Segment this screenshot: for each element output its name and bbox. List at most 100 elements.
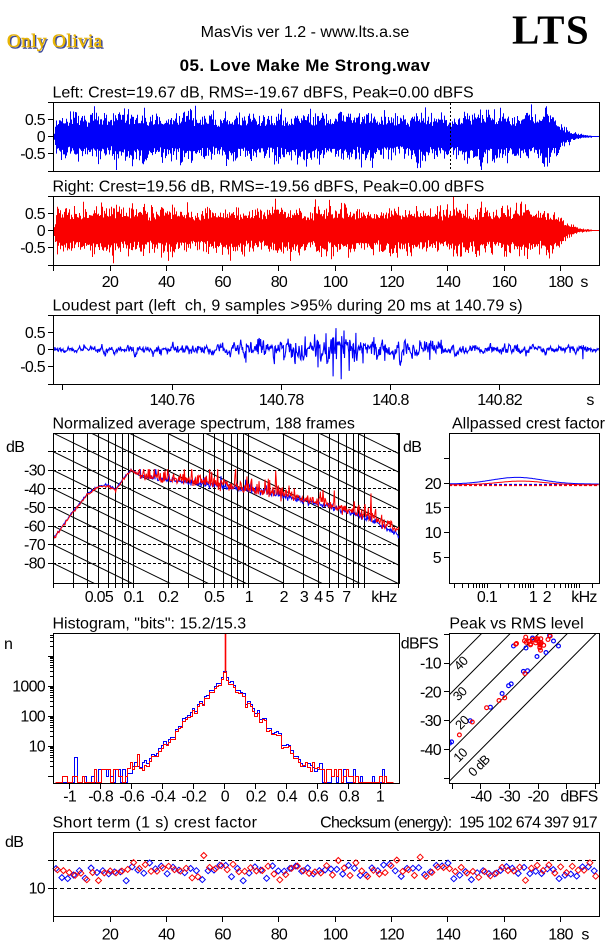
svg-text:Peak vs RMS level: Peak vs RMS level [449, 616, 583, 633]
svg-text:180: 180 [548, 274, 573, 291]
svg-text:-20: -20 [528, 789, 550, 806]
svg-text:Left: Crest=19.67 dB, RMS=-19.: Left: Crest=19.67 dB, RMS=-19.67 dBFS, P… [53, 85, 474, 102]
svg-text:20: 20 [102, 927, 119, 944]
svg-text:0.8: 0.8 [339, 789, 360, 806]
svg-text:Right: Crest=19.56 dB, RMS=-19: Right: Crest=19.56 dB, RMS=-19.56 dBFS, … [53, 179, 485, 196]
svg-text:Allpassed crest factor: Allpassed crest factor [452, 416, 606, 433]
svg-text:Checksum (energy): 195 102 67: Checksum (energy): 195 102 674 397 917 [320, 815, 598, 832]
svg-text:0.5: 0.5 [204, 589, 225, 606]
svg-text:-0.5: -0.5 [20, 240, 46, 257]
svg-text:100: 100 [20, 709, 45, 726]
svg-text:n: n [4, 636, 12, 653]
svg-text:-40: -40 [470, 789, 492, 806]
svg-text:-50: -50 [24, 500, 46, 517]
svg-text:0.1: 0.1 [477, 589, 498, 606]
svg-text:60: 60 [214, 274, 231, 291]
svg-text:Normalized average spectrum, 1: Normalized average spectrum, 188 frames [53, 416, 355, 433]
svg-text:80: 80 [271, 274, 288, 291]
svg-text:140: 140 [436, 927, 461, 944]
svg-text:0.05: 0.05 [85, 589, 114, 606]
svg-text:10: 10 [29, 739, 46, 756]
svg-text:Loudest part (left ch, 9 samp: Loudest part (left ch, 9 samples >95% du… [53, 298, 523, 315]
svg-text:1: 1 [529, 589, 538, 606]
svg-text:0.5: 0.5 [25, 206, 46, 223]
svg-text:dB: dB [403, 439, 421, 456]
svg-text:dBFS: dBFS [560, 789, 597, 806]
svg-text:60: 60 [214, 927, 231, 944]
svg-text:80: 80 [271, 927, 288, 944]
svg-text:s: s [586, 392, 594, 409]
svg-text:0: 0 [221, 789, 230, 806]
svg-text:160: 160 [492, 274, 517, 291]
svg-text:s: s [580, 274, 588, 291]
svg-text:kHz: kHz [571, 589, 597, 606]
svg-text:1000: 1000 [12, 679, 46, 696]
svg-text:5: 5 [325, 589, 334, 606]
svg-text:Histogram, "bits": 15.2/15.3: Histogram, "bits": 15.2/15.3 [53, 616, 247, 633]
svg-text:15: 15 [425, 501, 442, 518]
svg-text:160: 160 [492, 927, 517, 944]
svg-text:10: 10 [425, 525, 442, 542]
svg-text:10: 10 [29, 881, 46, 898]
svg-text:0: 0 [37, 223, 46, 240]
svg-text:dBFS: dBFS [401, 636, 438, 653]
svg-text:-0.5: -0.5 [20, 359, 46, 376]
svg-text:140.82: 140.82 [477, 392, 523, 409]
svg-text:1: 1 [376, 789, 385, 806]
svg-text:120: 120 [379, 927, 404, 944]
svg-text:5: 5 [433, 550, 442, 567]
svg-text:-60: -60 [24, 519, 46, 536]
svg-text:Short term (1 s) crest factor: Short term (1 s) crest factor [53, 815, 258, 832]
svg-text:05. Love Make Me Strong.wav: 05. Love Make Me Strong.wav [180, 56, 431, 75]
svg-text:-30: -30 [499, 789, 521, 806]
svg-text:-20: -20 [420, 684, 442, 701]
svg-text:20: 20 [102, 274, 119, 291]
svg-text:40: 40 [158, 927, 175, 944]
svg-text:0: 0 [37, 129, 46, 146]
svg-text:-30: -30 [24, 463, 46, 480]
svg-text:dB: dB [5, 834, 23, 851]
svg-text:MasVis ver 1.2 - www.lts.a.se: MasVis ver 1.2 - www.lts.a.se [201, 24, 410, 41]
svg-text:0.5: 0.5 [25, 325, 46, 342]
svg-text:0.2: 0.2 [246, 789, 267, 806]
svg-text:1: 1 [245, 589, 254, 606]
svg-text:-0.8: -0.8 [88, 789, 114, 806]
svg-text:140.78: 140.78 [259, 392, 305, 409]
svg-text:-40: -40 [420, 742, 442, 759]
svg-text:Only Olivia: Only Olivia [8, 32, 104, 53]
svg-text:20: 20 [425, 476, 442, 493]
svg-text:3: 3 [300, 589, 309, 606]
svg-text:0: 0 [37, 342, 46, 359]
svg-text:-0.4: -0.4 [150, 789, 176, 806]
svg-text:180: 180 [548, 927, 573, 944]
svg-text:kHz: kHz [371, 589, 397, 606]
svg-text:40: 40 [158, 274, 175, 291]
svg-text:s: s [581, 927, 589, 944]
svg-text:0.5: 0.5 [25, 112, 46, 129]
svg-text:0.6: 0.6 [308, 789, 329, 806]
svg-text:120: 120 [379, 274, 404, 291]
svg-text:100: 100 [323, 927, 348, 944]
svg-text:dB: dB [6, 439, 24, 456]
svg-text:-40: -40 [24, 481, 46, 498]
svg-text:-80: -80 [24, 556, 46, 573]
svg-text:2: 2 [543, 589, 552, 606]
svg-text:140.8: 140.8 [372, 392, 409, 409]
svg-text:Only Olivia: Only Olivia [7, 31, 103, 52]
svg-text:140.76: 140.76 [150, 392, 196, 409]
svg-text:7: 7 [342, 589, 351, 606]
svg-text:0.2: 0.2 [158, 589, 179, 606]
svg-text:0.4: 0.4 [277, 789, 298, 806]
svg-text:-0.2: -0.2 [181, 789, 207, 806]
svg-text:-0.6: -0.6 [119, 789, 145, 806]
svg-text:100: 100 [323, 274, 348, 291]
svg-text:140: 140 [436, 274, 461, 291]
svg-text:-30: -30 [420, 713, 442, 730]
svg-text:-70: -70 [24, 537, 46, 554]
svg-text:-0.5: -0.5 [20, 146, 46, 163]
svg-text:LTS: LTS [512, 7, 590, 53]
svg-text:4: 4 [314, 589, 323, 606]
svg-text:2: 2 [280, 589, 289, 606]
svg-text:0.1: 0.1 [124, 589, 145, 606]
svg-text:-1: -1 [63, 789, 77, 806]
